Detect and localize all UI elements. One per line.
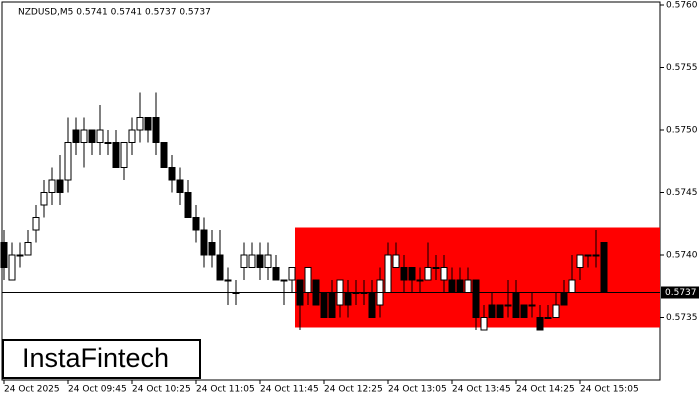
candle-body [216, 254, 224, 281]
candle-body [208, 242, 216, 256]
candle-body [104, 142, 112, 144]
x-tick-label: 24 Oct 13:05 [388, 385, 447, 395]
candle-body [64, 142, 72, 181]
candle-body [0, 242, 8, 268]
candle-body [200, 229, 208, 256]
candle-body [456, 279, 464, 293]
y-tick-label: 0.5740 [666, 251, 698, 261]
candle-body [184, 192, 192, 218]
y-tick-label: 0.5750 [666, 126, 698, 136]
candle-body [488, 304, 496, 318]
candle-body [128, 129, 136, 143]
candle-body [56, 179, 64, 193]
y-tick-label: 0.5760 [666, 1, 698, 11]
candle-body [280, 279, 288, 282]
candle-body [576, 254, 584, 268]
candle-body [40, 192, 48, 206]
x-tick-label: 24 Oct 14:25 [516, 385, 575, 395]
candle-body [344, 292, 352, 306]
logo-box [2, 339, 201, 379]
candle-body [224, 279, 232, 282]
candle-body [72, 129, 80, 143]
candle-body [240, 254, 248, 268]
candle-body [584, 254, 592, 257]
candle-body [256, 254, 264, 268]
candle-body [592, 254, 600, 257]
candle-body [384, 254, 392, 293]
candle-body [480, 317, 488, 331]
candle-body [512, 292, 520, 318]
candle-body [152, 117, 160, 143]
candle-body [464, 279, 472, 293]
candle-body [160, 142, 168, 168]
candle-body [112, 142, 120, 168]
candle-body [248, 254, 256, 268]
candle-body [320, 292, 328, 318]
candle-body [168, 167, 176, 181]
candle-body [136, 117, 144, 131]
candle-body [16, 254, 24, 257]
candle-body [440, 267, 448, 281]
candle-body [392, 254, 400, 268]
candle-body [416, 279, 424, 282]
candle-body [192, 217, 200, 231]
candle-body [448, 279, 456, 293]
x-tick-label: 24 Oct 11:05 [196, 385, 255, 395]
candle-body [32, 217, 40, 231]
candle-body [408, 267, 416, 281]
x-tick-label: 24 Oct 15:05 [580, 385, 639, 395]
candle-body [80, 129, 88, 143]
x-tick-label: 24 Oct 10:25 [132, 385, 191, 395]
candle-body [120, 142, 128, 168]
y-tick-label: 0.5735 [666, 313, 698, 323]
candle-body [304, 267, 312, 293]
x-tick-label: 24 Oct 12:25 [324, 385, 383, 395]
candle-body [8, 254, 16, 281]
candle-body [536, 317, 544, 331]
candle-body [24, 242, 32, 256]
candle-body [432, 267, 440, 269]
chart-header: NZDUSD,M5 0.5741 0.5741 0.5737 0.5737 [18, 8, 211, 18]
candle-body [144, 117, 152, 131]
x-tick-label: 24 Oct 2025 [4, 385, 60, 395]
candle-body [272, 267, 280, 281]
price-label: 0.5737 [665, 288, 697, 298]
candle-body [88, 129, 96, 143]
candle-body [496, 304, 504, 318]
candle-body [424, 267, 432, 281]
candle-body [568, 279, 576, 293]
candle-body [368, 292, 376, 318]
price-label-box [661, 286, 699, 299]
candle-body [472, 279, 480, 318]
candle-body [288, 267, 296, 281]
candle-body [600, 242, 608, 293]
candle-body [528, 304, 536, 307]
y-tick-label: 0.5745 [666, 188, 698, 198]
candle-body [328, 292, 336, 318]
candle-body [544, 317, 552, 319]
candle-body [48, 179, 56, 193]
x-tick-label: 24 Oct 13:45 [452, 385, 511, 395]
candle-body [560, 292, 568, 306]
candle-body [176, 179, 184, 193]
candle-body [264, 254, 272, 268]
x-tick-label: 24 Oct 11:45 [260, 385, 319, 395]
x-tick-label: 24 Oct 09:45 [68, 385, 127, 395]
candle-body [520, 304, 528, 318]
candle-body [504, 304, 512, 307]
candle-body [552, 304, 560, 318]
logo: InstaFintech [22, 343, 169, 373]
y-tick-label: 0.5755 [666, 63, 698, 73]
candle-body [96, 129, 104, 143]
candle-body [400, 267, 408, 281]
